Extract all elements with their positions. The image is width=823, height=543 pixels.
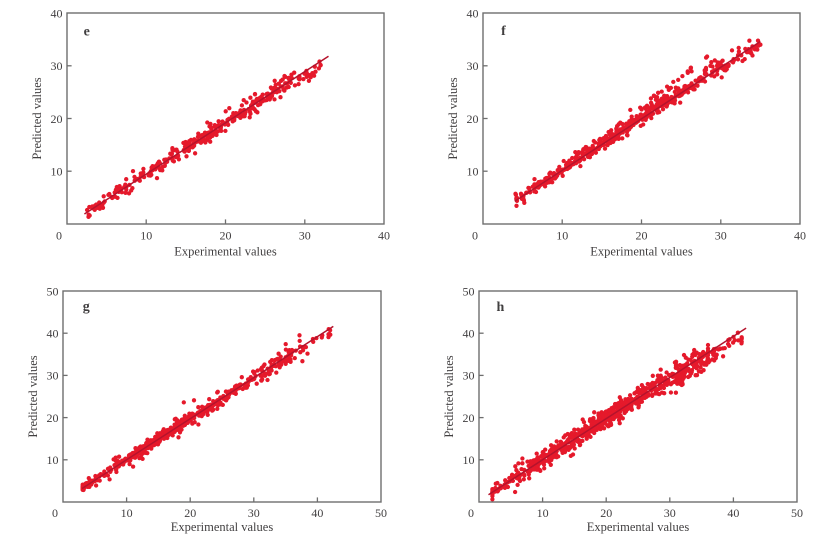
svg-text:Experimental values: Experimental values — [171, 520, 274, 534]
svg-text:0: 0 — [472, 229, 478, 243]
svg-text:40: 40 — [727, 506, 739, 520]
svg-text:0: 0 — [52, 506, 58, 520]
svg-text:20: 20 — [220, 229, 232, 243]
svg-text:50: 50 — [47, 284, 59, 298]
svg-text:f: f — [501, 24, 506, 39]
svg-text:30: 30 — [248, 506, 260, 520]
svg-text:g: g — [83, 300, 90, 315]
svg-text:Predicted values: Predicted values — [442, 355, 456, 437]
svg-text:20: 20 — [636, 229, 648, 243]
svg-text:10: 10 — [140, 229, 152, 243]
svg-text:40: 40 — [794, 229, 806, 243]
svg-text:0: 0 — [468, 506, 474, 520]
svg-text:20: 20 — [184, 506, 196, 520]
svg-text:30: 30 — [299, 229, 311, 243]
svg-text:40: 40 — [311, 506, 323, 520]
svg-text:40: 40 — [467, 6, 479, 20]
svg-text:10: 10 — [463, 453, 475, 467]
svg-text:10: 10 — [537, 506, 549, 520]
svg-text:40: 40 — [47, 327, 59, 341]
svg-text:Predicted values: Predicted values — [446, 77, 460, 159]
svg-text:30: 30 — [47, 369, 59, 383]
svg-text:30: 30 — [467, 59, 479, 73]
svg-text:50: 50 — [463, 284, 475, 298]
svg-text:30: 30 — [51, 59, 63, 73]
svg-text:10: 10 — [47, 453, 59, 467]
svg-text:Predicted values: Predicted values — [26, 355, 40, 437]
svg-text:20: 20 — [467, 112, 479, 126]
svg-text:Predicted values: Predicted values — [30, 77, 44, 159]
svg-text:10: 10 — [556, 229, 568, 243]
svg-text:e: e — [84, 25, 90, 40]
svg-text:50: 50 — [791, 506, 803, 520]
svg-text:Experimental values: Experimental values — [174, 245, 277, 259]
svg-text:40: 40 — [378, 229, 390, 243]
svg-text:30: 30 — [463, 369, 475, 383]
svg-text:10: 10 — [51, 165, 63, 179]
svg-text:10: 10 — [467, 165, 479, 179]
svg-text:0: 0 — [56, 229, 62, 243]
svg-text:30: 30 — [715, 229, 727, 243]
svg-text:Experimental values: Experimental values — [587, 520, 690, 534]
svg-text:10: 10 — [121, 506, 133, 520]
svg-text:h: h — [497, 300, 505, 315]
svg-text:20: 20 — [47, 411, 59, 425]
svg-text:20: 20 — [463, 411, 475, 425]
svg-text:20: 20 — [51, 112, 63, 126]
svg-text:Experimental values: Experimental values — [590, 245, 693, 259]
svg-text:50: 50 — [375, 506, 387, 520]
svg-text:30: 30 — [664, 506, 676, 520]
svg-text:40: 40 — [51, 6, 63, 20]
svg-text:20: 20 — [600, 506, 612, 520]
svg-text:40: 40 — [463, 327, 475, 341]
